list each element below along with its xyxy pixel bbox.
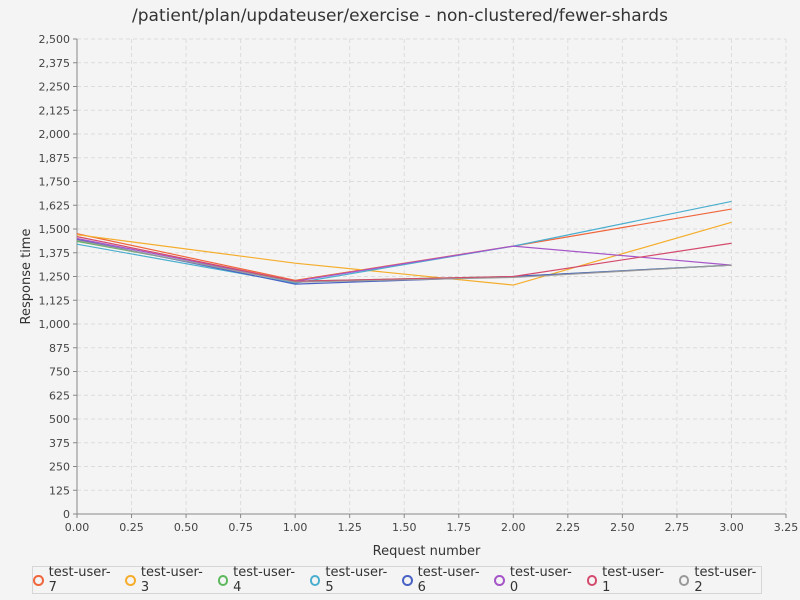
y-tick-label: 1,000 (39, 318, 71, 331)
y-tick-label: 1,500 (39, 223, 71, 236)
y-axis-title: Response time (19, 229, 34, 325)
legend-marker-icon (125, 574, 136, 586)
y-tick-label: 250 (49, 461, 70, 474)
legend-label: test-user-5 (325, 565, 388, 595)
y-tick-label: 1,250 (39, 271, 71, 284)
x-tick-label: 0.75 (228, 521, 253, 534)
legend-item-test-user-0[interactable]: test-user-0 (494, 565, 576, 595)
legend-marker-icon (586, 574, 598, 586)
legend-item-test-user-7[interactable]: test-user-7 (33, 565, 115, 595)
y-tick-label: 1,375 (39, 247, 71, 260)
series-line-test-user-2 (76, 239, 732, 283)
chart-legend: test-user-7 test-user-3 test-user-4 test-us… (32, 565, 762, 595)
y-tick-label: 750 (49, 366, 70, 379)
x-tick-label: 0.50 (174, 521, 199, 534)
legend-item-test-user-6[interactable]: test-user-6 (402, 565, 484, 595)
y-tick-label: 2,250 (39, 81, 71, 94)
series-line-test-user-0 (76, 237, 732, 282)
y-tick-label: 1,625 (39, 199, 71, 212)
x-tick-label: 1.75 (447, 521, 472, 534)
y-tick-label: 2,375 (39, 57, 71, 70)
y-tick-label: 1,875 (39, 152, 71, 165)
x-tick-label: 1.00 (283, 521, 308, 534)
legend-label: test-user-4 (233, 565, 296, 595)
chart-title: /patient/plan/updateuser/exercise - non-… (132, 6, 668, 26)
x-tick-label: 0.25 (119, 521, 144, 534)
series-line-test-user-3 (76, 221, 732, 286)
x-tick-label: 1.50 (392, 521, 417, 534)
x-tick-label: 1.25 (337, 521, 362, 534)
series-line-test-user-1 (76, 236, 732, 282)
legend-marker-icon (494, 574, 505, 586)
y-tick-label: 500 (49, 413, 70, 426)
legend-item-test-user-3[interactable]: test-user-3 (125, 565, 207, 595)
legend-item-test-user-2[interactable]: test-user-2 (678, 565, 761, 595)
legend-marker-icon (217, 574, 229, 586)
legend-marker-icon (402, 574, 413, 586)
x-tick-label: 2.00 (501, 521, 526, 534)
y-tick-label: 625 (49, 389, 70, 402)
legend-item-test-user-5[interactable]: test-user-5 (309, 565, 392, 595)
legend-marker-icon (678, 574, 690, 586)
y-tick-label: 875 (49, 342, 70, 355)
y-tick-label: 1,750 (39, 176, 71, 189)
x-tick-label: 0.00 (65, 521, 90, 534)
legend-label: test-user-0 (509, 565, 572, 595)
x-tick-label: 2.75 (665, 521, 690, 534)
series-line-test-user-5 (76, 200, 732, 284)
y-tick-label: 2,000 (39, 128, 71, 141)
x-tick-label: 2.25 (556, 521, 581, 534)
legend-marker-icon (309, 574, 321, 586)
x-tick-label: 2.50 (610, 521, 635, 534)
y-tick-label: 0 (63, 508, 70, 521)
legend-item-test-user-1[interactable]: test-user-1 (586, 565, 669, 595)
legend-label: test-user-6 (417, 565, 480, 595)
x-tick-label: 3.00 (719, 521, 744, 534)
legend-label: test-user-7 (48, 565, 111, 595)
legend-item-test-user-4[interactable]: test-user-4 (217, 565, 300, 595)
legend-label: test-user-2 (694, 565, 757, 595)
legend-label: test-user-3 (140, 565, 203, 595)
legend-label: test-user-1 (602, 565, 665, 595)
y-tick-label: 1,125 (39, 294, 71, 307)
y-tick-label: 2,125 (39, 104, 71, 117)
x-tick-label: 3.25 (774, 521, 799, 534)
legend-marker-icon (33, 574, 44, 586)
x-axis-title: Request number (373, 544, 481, 559)
y-tick-label: 2,500 (39, 33, 71, 46)
y-tick-label: 125 (49, 484, 70, 497)
y-tick-label: 375 (49, 437, 70, 450)
